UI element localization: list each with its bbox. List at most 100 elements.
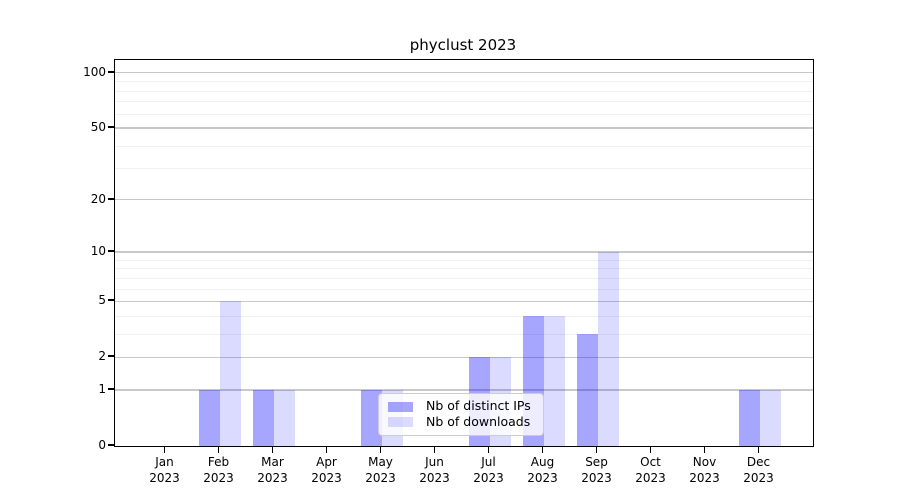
- x-axis-month-label: Nov 2023: [675, 454, 735, 486]
- x-axis-month-year: 2023: [581, 471, 612, 485]
- y-axis-tick-label: 5: [98, 293, 106, 308]
- gridline-minor: [115, 333, 813, 335]
- x-axis-tick-mark: [757, 446, 760, 453]
- gridline-minor: [115, 268, 813, 270]
- chart-title: phyclust 2023: [409, 36, 517, 54]
- gridline-minor: [115, 90, 813, 92]
- y-axis-tick-mark: [108, 299, 114, 301]
- x-axis-tick-mark: [487, 446, 490, 453]
- x-axis-month-label: May 2023: [351, 454, 411, 486]
- gridline-minor: [115, 113, 813, 115]
- y-axis-tick-mark: [108, 388, 114, 390]
- gridline-minor: [115, 277, 813, 279]
- gridline-major: [115, 251, 813, 253]
- x-axis-month-year: 2023: [419, 471, 450, 485]
- x-axis-month-year: 2023: [149, 471, 180, 485]
- x-axis-month-name: Jul: [481, 455, 496, 469]
- x-axis-tick-mark: [217, 446, 220, 453]
- y-axis-tick-label: 2: [98, 349, 106, 364]
- legend-label: Nb of downloads: [426, 414, 531, 430]
- x-axis-tick-mark: [649, 446, 652, 453]
- gridline-major: [115, 127, 813, 129]
- gridline-minor: [115, 288, 813, 290]
- gridline-minor: [115, 101, 813, 103]
- bar-downloads-sep: [597, 252, 619, 446]
- x-axis-tick-mark: [163, 446, 166, 453]
- bar-distinct-ips-sep: [576, 333, 598, 446]
- x-axis-month-year: 2023: [743, 471, 774, 485]
- x-axis-month-year: 2023: [311, 471, 342, 485]
- x-axis-month-label: Aug 2023: [513, 454, 573, 486]
- legend-swatch-distinct-ips: [388, 401, 413, 412]
- x-axis-month-year: 2023: [203, 471, 234, 485]
- y-axis-tick-label: 20: [90, 191, 106, 206]
- x-axis-month-label: Jun 2023: [405, 454, 465, 486]
- legend-item: Nb of downloads: [388, 416, 534, 429]
- x-axis-month-name: Jun: [425, 455, 444, 469]
- x-axis-month-year: 2023: [473, 471, 504, 485]
- x-axis-month-name: Sep: [585, 455, 608, 469]
- y-axis-tick-mark: [108, 126, 114, 128]
- gridline-major: [115, 389, 813, 391]
- legend-item: Nb of distinct IPs: [388, 400, 534, 413]
- gridline-minor: [115, 168, 813, 170]
- legend: Nb of distinct IPs Nb of downloads: [378, 393, 544, 436]
- x-axis-month-year: 2023: [689, 471, 720, 485]
- bar-downloads-aug: [543, 315, 565, 446]
- x-axis-month-year: 2023: [527, 471, 558, 485]
- bar-downloads-feb: [219, 301, 241, 446]
- plot-area: [114, 59, 814, 447]
- x-axis-month-label: Oct 2023: [621, 454, 681, 486]
- gridline-major: [115, 356, 813, 358]
- x-axis-month-name: May: [368, 455, 393, 469]
- x-axis-month-label: Sep 2023: [567, 454, 627, 486]
- y-axis-tick-mark: [108, 198, 114, 200]
- legend-swatch-downloads: [388, 417, 413, 428]
- gridline-major: [115, 72, 813, 74]
- x-axis-month-name: Feb: [207, 455, 230, 469]
- y-axis-tick-label: 100: [83, 64, 106, 79]
- gridline-minor: [115, 81, 813, 83]
- x-axis-month-name: Mar: [261, 455, 284, 469]
- x-axis-month-label: Jul 2023: [459, 454, 519, 486]
- y-axis-tick-mark: [108, 444, 114, 446]
- gridline-minor: [115, 315, 813, 317]
- bar-distinct-ips-dec: [738, 389, 760, 446]
- gridline-minor: [115, 145, 813, 147]
- x-axis-tick-mark: [379, 446, 382, 453]
- y-axis-tick-label: 50: [90, 120, 106, 135]
- x-axis-month-name: Aug: [530, 455, 555, 469]
- x-axis-tick-mark: [271, 446, 274, 453]
- x-axis-month-name: Nov: [692, 455, 717, 469]
- x-axis-month-label: Apr 2023: [297, 454, 357, 486]
- x-axis-month-label: Dec 2023: [729, 454, 789, 486]
- x-axis-month-year: 2023: [365, 471, 396, 485]
- x-axis-month-label: Mar 2023: [243, 454, 303, 486]
- x-axis-month-year: 2023: [257, 471, 288, 485]
- bar-downloads-dec: [759, 389, 781, 446]
- bar-downloads-mar: [273, 389, 295, 446]
- x-axis-month-label: Jan 2023: [135, 454, 195, 486]
- gridline-minor: [115, 259, 813, 261]
- x-axis-month-name: Apr: [316, 455, 337, 469]
- y-axis-tick-mark: [108, 250, 114, 252]
- y-axis-tick-mark: [108, 71, 114, 73]
- x-axis-month-name: Dec: [746, 455, 771, 469]
- bar-distinct-ips-feb: [198, 389, 220, 446]
- x-axis-tick-mark: [595, 446, 598, 453]
- x-axis-month-name: Jan: [155, 455, 174, 469]
- x-axis-tick-mark: [325, 446, 328, 453]
- x-axis-tick-mark: [703, 446, 706, 453]
- bar-distinct-ips-mar: [252, 389, 274, 446]
- y-axis-tick-label: 10: [90, 244, 106, 259]
- x-axis-month-name: Oct: [640, 455, 661, 469]
- legend-label: Nb of distinct IPs: [426, 398, 531, 414]
- gridline-major: [115, 199, 813, 201]
- gridline-major: [115, 300, 813, 302]
- x-axis-month-label: Feb 2023: [189, 454, 249, 486]
- x-axis-month-year: 2023: [635, 471, 666, 485]
- bar-distinct-ips-may: [360, 389, 382, 446]
- x-axis-tick-mark: [541, 446, 544, 453]
- y-axis-tick-mark: [108, 355, 114, 357]
